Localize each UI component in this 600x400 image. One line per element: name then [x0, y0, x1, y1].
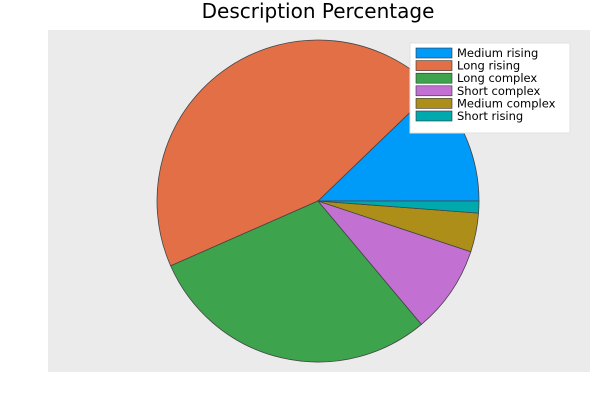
pie-slice-short-complex: [316, 200, 472, 325]
pie-slice-long-complex: [170, 200, 422, 363]
legend-label-short-rising: Short rising: [457, 109, 523, 123]
legend-swatch-short-rising: [415, 110, 453, 122]
pie-slices: [156, 39, 480, 363]
legend-swatch-medium-complex: [415, 98, 453, 109]
pie-slice-short-rising: [317, 200, 480, 214]
legend-swatch-short-complex: [415, 85, 453, 97]
legend-label-medium-rising: Medium rising: [457, 46, 538, 60]
legend-swatch-medium-rising: [415, 47, 453, 59]
legend-label-medium-complex: Medium complex: [457, 96, 556, 110]
legend-swatch-long-rising: [415, 60, 453, 71]
chart-title: Description Percentage: [202, 0, 435, 23]
legend-label-short-complex: Short complex: [457, 84, 540, 98]
legend-label-long-rising: Long rising: [457, 59, 520, 73]
pie-slice-long-rising: [156, 39, 435, 267]
legend-swatch-long-complex: [415, 72, 453, 84]
legend-label-long-complex: Long complex: [457, 71, 537, 85]
